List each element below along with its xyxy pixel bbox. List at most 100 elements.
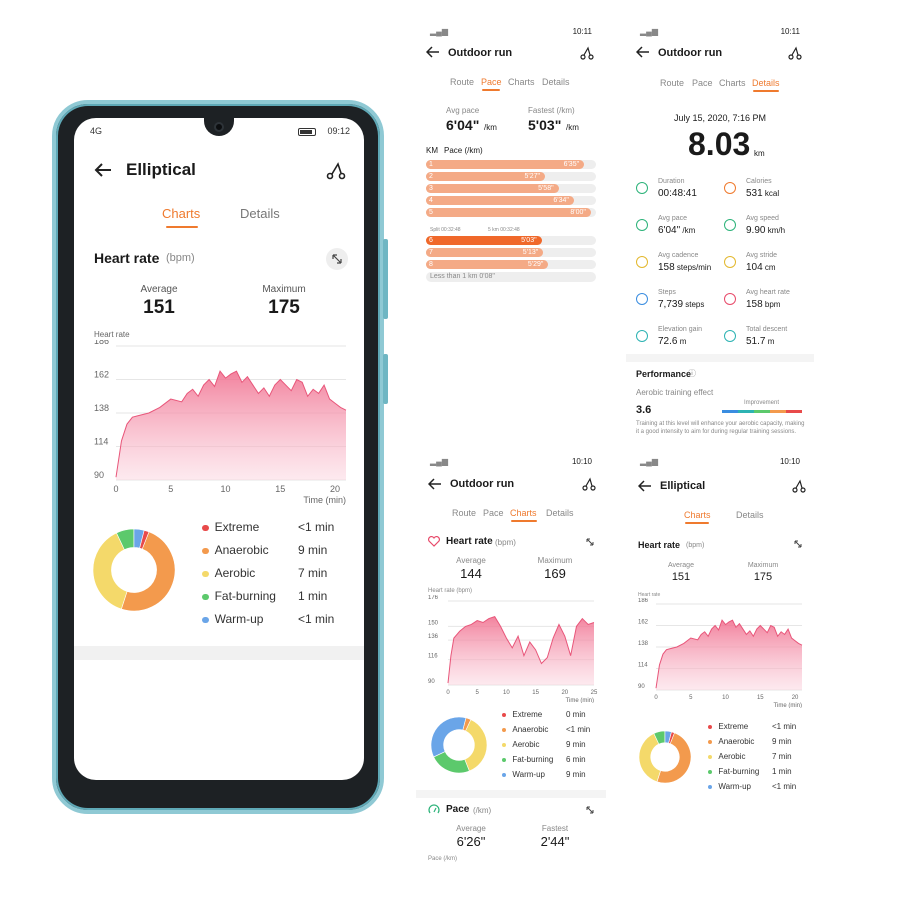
stat-label: Avg speed — [746, 215, 779, 222]
section-unit: (bpm) — [166, 252, 195, 264]
zone-slice-aerobic — [92, 532, 128, 610]
km-row[interactable]: 7 5'13" — [426, 248, 596, 257]
scale-seg-1 — [722, 410, 738, 413]
km-row[interactable]: 3 5'58" — [426, 184, 596, 193]
stat-label: Elevation gain — [658, 326, 702, 333]
signal-indicator: ▂▄▆ — [430, 27, 448, 36]
active-tab-indicator — [753, 90, 779, 92]
pace-screen: ▂▄▆ 10:11 Outdoor run Route Pace Charts … — [416, 22, 606, 440]
pace-average-label: Average — [456, 824, 486, 833]
legend-dot — [202, 616, 209, 624]
km-row[interactable]: 6 5'03" — [426, 236, 596, 245]
stat-number: 104 — [746, 262, 763, 273]
legend-label: Warm-up — [718, 782, 751, 791]
km-number: 8 — [429, 261, 433, 268]
tab-details[interactable]: Details — [736, 510, 764, 520]
x-axis-label: Time (min) — [303, 495, 346, 505]
maximum-value: 175 — [268, 297, 300, 318]
split-right-label: 5 km 00:32:48 — [488, 227, 520, 233]
x-tick-label: 10 — [503, 690, 510, 696]
back-arrow-icon[interactable] — [428, 478, 442, 490]
km-number: 5 — [429, 209, 433, 216]
tab-charts[interactable]: Charts — [162, 206, 201, 221]
km-row[interactable]: 4 6'34" — [426, 196, 596, 205]
stat-unit: m — [677, 337, 687, 346]
tab-charts[interactable]: Charts — [684, 510, 711, 520]
legend-item: Extreme — [202, 520, 259, 534]
legend-dot — [202, 547, 209, 555]
legend-dot — [708, 754, 713, 760]
expand-button[interactable] — [326, 248, 348, 270]
x-axis-label: Time (min) — [566, 698, 594, 703]
tab-route[interactable]: Route — [660, 78, 685, 88]
y-tick-label: 116 — [428, 654, 438, 660]
volume-button[interactable] — [383, 354, 388, 404]
legend-dot — [502, 712, 507, 718]
km-number: 6 — [429, 237, 433, 244]
legend-item: Anaerobic — [502, 725, 548, 734]
tab-details[interactable]: Details — [546, 508, 574, 518]
status-time: 10:11 — [572, 27, 592, 36]
aerobic-value: 3.6 — [636, 404, 652, 416]
expand-icon[interactable] — [584, 804, 596, 816]
back-arrow-icon[interactable] — [636, 46, 650, 58]
stat-value: 158 steps/min — [658, 262, 711, 273]
tab-details[interactable]: Details — [752, 78, 780, 88]
back-arrow-icon[interactable] — [426, 46, 440, 58]
y-tick-label: 150 — [428, 620, 439, 626]
average-label: Average — [456, 556, 486, 565]
km-row[interactable]: 5 8'00" — [426, 208, 596, 217]
tab-charts[interactable]: Charts — [719, 78, 746, 88]
route-icon[interactable] — [580, 46, 594, 60]
legend-item: Extreme — [502, 710, 542, 719]
km-row[interactable]: 2 5'27" — [426, 172, 596, 181]
tab-pace[interactable]: Pace — [483, 508, 504, 518]
stat-unit: m — [765, 337, 775, 346]
pace-fastest-label: Fastest — [541, 824, 569, 833]
km-pace-value: 5'03" — [521, 237, 537, 244]
tab-details[interactable]: Details — [542, 77, 570, 87]
split-left-label: Split 00:32:48 — [430, 227, 461, 233]
route-icon[interactable] — [582, 477, 596, 491]
km-pace-value: 6'35" — [563, 161, 580, 168]
info-icon[interactable]: ⓘ — [688, 369, 696, 378]
back-arrow-icon[interactable] — [94, 162, 112, 178]
average-label: Average — [668, 562, 694, 569]
tab-charts[interactable]: Charts — [508, 77, 535, 87]
tab-pace[interactable]: Pace — [692, 78, 713, 88]
stat-label: Avg stride — [746, 252, 777, 259]
back-arrow-icon[interactable] — [638, 480, 652, 492]
heart-rate-line — [447, 616, 595, 684]
route-icon[interactable] — [792, 479, 806, 493]
km-number: 2 — [429, 173, 433, 180]
status-time: 10:10 — [571, 457, 592, 466]
improvement-label: Improvement — [744, 400, 780, 406]
heart-rate-area — [448, 616, 594, 685]
status-time: 10:10 — [779, 457, 800, 466]
stat-value: 9.90 km/h — [746, 225, 785, 236]
power-button[interactable] — [383, 239, 388, 319]
legend-value: 1 min — [772, 767, 792, 776]
training-effect-scale — [722, 410, 802, 413]
stat-number: 6'04" — [658, 225, 681, 236]
stat-value: 7,739 steps — [658, 299, 704, 310]
legend-label: Anaerobic — [718, 737, 755, 746]
km-row[interactable]: 8 5'29" — [426, 260, 596, 269]
heart-rate-zone-donut — [638, 730, 692, 784]
km-pace-bar: 4 6'34" — [426, 196, 574, 205]
tab-details[interactable]: Details — [240, 206, 280, 221]
y-tick-label: 114 — [94, 437, 108, 447]
route-icon[interactable] — [788, 46, 802, 60]
tab-pace[interactable]: Pace — [481, 77, 502, 87]
km-number: 1 — [429, 161, 433, 168]
expand-icon[interactable] — [584, 536, 596, 548]
km-pace-value: 8'00" — [570, 209, 586, 216]
route-icon[interactable] — [326, 160, 346, 180]
km-row[interactable]: 1 6'35" — [426, 160, 596, 169]
expand-icon[interactable] — [792, 538, 804, 550]
stat-number: 72.6 — [658, 336, 678, 347]
tab-charts[interactable]: Charts — [510, 508, 537, 518]
heart-icon — [428, 536, 440, 547]
tab-route[interactable]: Route — [450, 77, 475, 87]
tab-route[interactable]: Route — [452, 508, 477, 518]
